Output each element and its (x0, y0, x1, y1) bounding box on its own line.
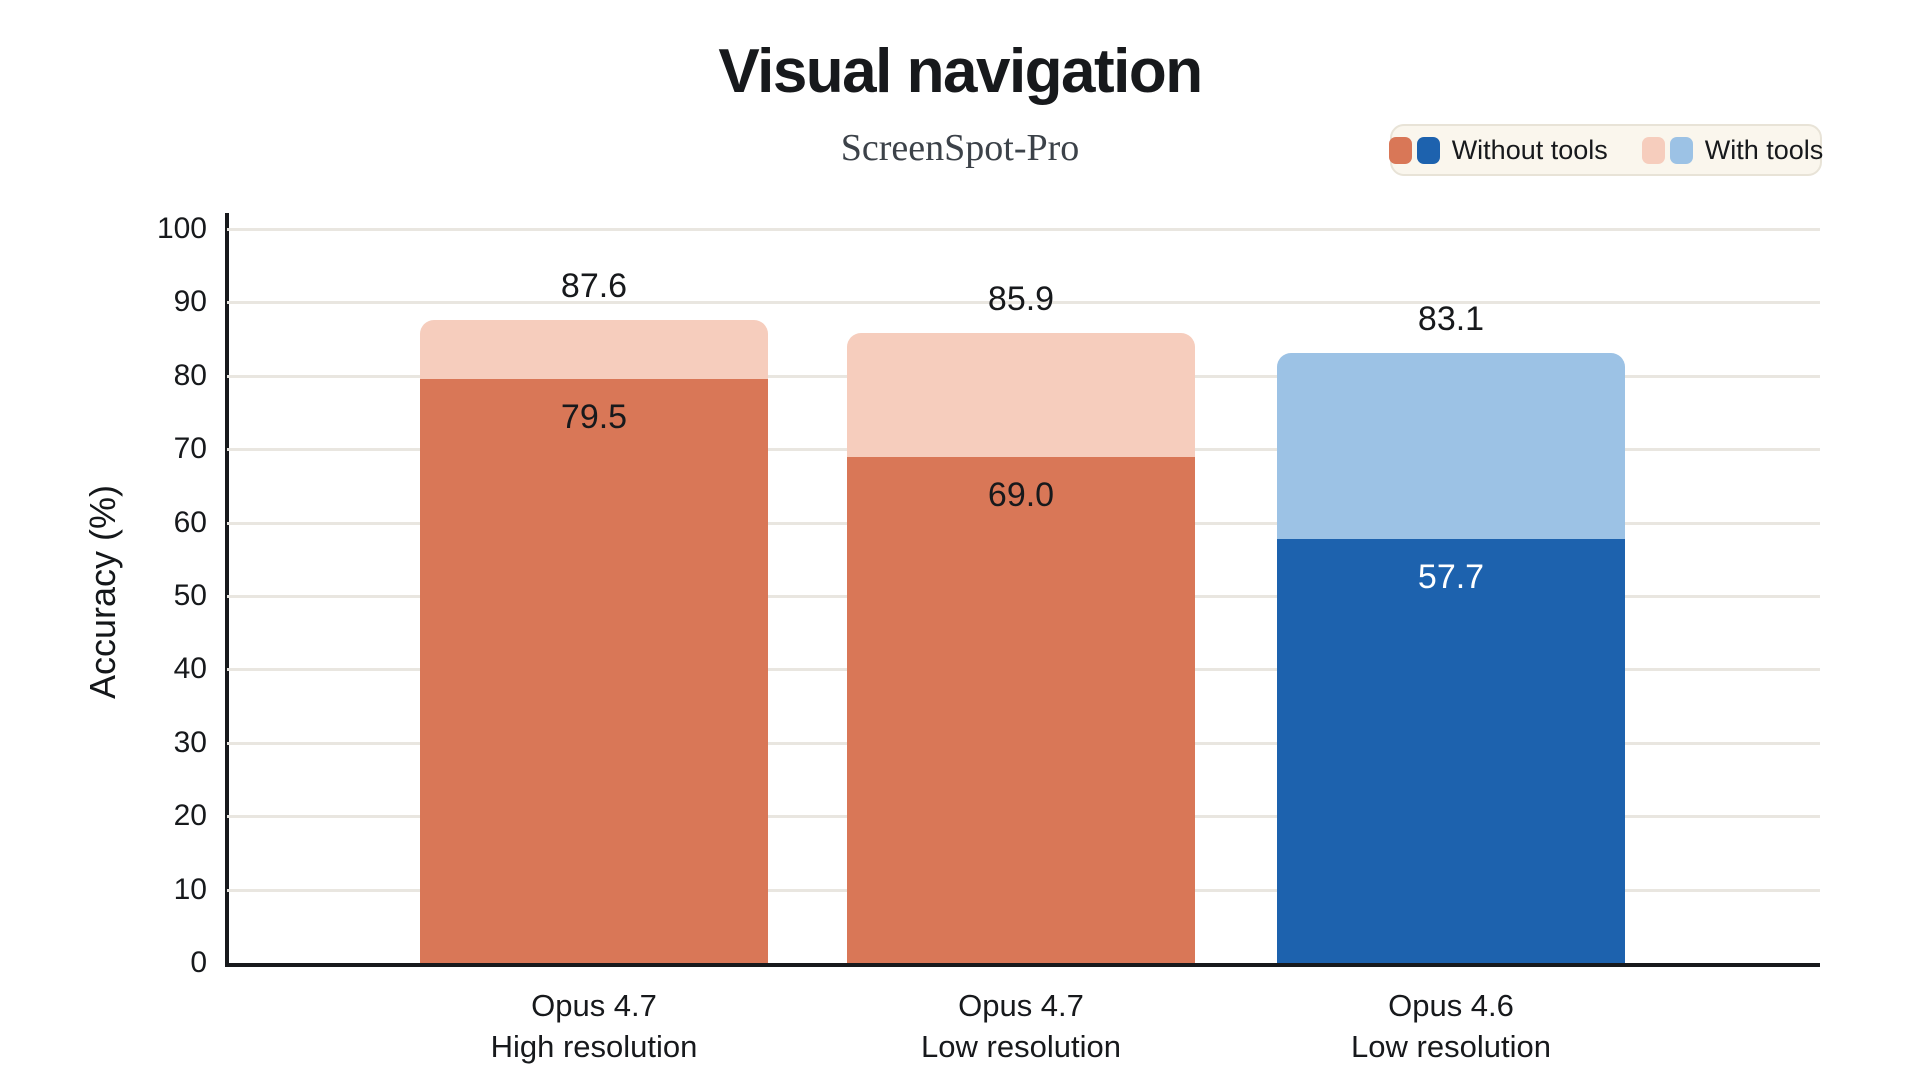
x-axis-line (225, 963, 1820, 967)
y-tick-label: 30 (173, 725, 207, 759)
bar-value-label: 69.0 (987, 475, 1055, 514)
chart-title: Visual navigation (718, 37, 1203, 106)
y-tick-label: 40 (173, 652, 207, 686)
y-tick-label: 90 (173, 285, 207, 319)
bar-value-label: 57.7 (1417, 558, 1485, 597)
bar-total-label: 85.9 (987, 279, 1055, 318)
legend-swatch-icon (1388, 136, 1412, 164)
bar-group: 87.6 79.5 (420, 229, 768, 963)
x-category-line1: Opus 4.7 (958, 988, 1084, 1023)
legend-swatch-pair (1388, 136, 1440, 164)
legend-item-with-tools: With tools (1641, 134, 1824, 166)
x-category-label: Opus 4.7 High resolution (344, 985, 844, 1067)
bar-without-tools (1277, 539, 1625, 963)
legend-swatch-icon (1416, 136, 1440, 164)
gridline (227, 301, 1820, 305)
y-tick-label: 60 (173, 505, 207, 539)
legend-swatch-icon (1669, 136, 1693, 164)
legend-swatch-icon (1641, 136, 1665, 164)
legend-label: With tools (1704, 134, 1824, 165)
x-category-line2: High resolution (490, 1029, 698, 1064)
bar-value-label: 79.5 (560, 398, 628, 437)
legend-swatch-pair (1641, 136, 1693, 164)
chart-subtitle: ScreenSpot-Pro (840, 127, 1080, 169)
legend-label: Without tools (1451, 134, 1608, 165)
y-tick-label: 0 (190, 946, 207, 979)
y-tick-label: 20 (173, 799, 207, 833)
gridline (227, 228, 1820, 231)
x-category-line2: Low resolution (1351, 1029, 1551, 1064)
bar-total-label: 87.6 (560, 267, 628, 306)
bar-without-tools (847, 456, 1195, 963)
y-tick-label: 100 (156, 212, 207, 245)
plot-area: 87.6 79.5 85.9 69.0 83.1 57.7 (227, 228, 1820, 963)
bar-group: 83.1 57.7 (1277, 229, 1625, 963)
legend-item-without-tools: Without tools (1388, 134, 1608, 166)
bar-total-label: 83.1 (1417, 300, 1485, 339)
x-category-line1: Opus 4.6 (1388, 988, 1514, 1023)
y-tick-label: 70 (173, 432, 207, 466)
y-axis-line (225, 213, 229, 967)
bar-without-tools (420, 379, 768, 963)
x-category-line1: Opus 4.7 (531, 988, 657, 1023)
x-category-line2: Low resolution (921, 1029, 1121, 1064)
y-tick-label: 10 (173, 872, 207, 906)
y-tick-label: 50 (173, 579, 207, 612)
legend: Without tools With tools (1388, 124, 1824, 176)
y-tick-label: 80 (173, 358, 207, 392)
x-category-label: Opus 4.7 Low resolution (771, 985, 1271, 1067)
bar-group: 85.9 69.0 (847, 229, 1195, 963)
x-category-label: Opus 4.6 Low resolution (1201, 985, 1701, 1067)
